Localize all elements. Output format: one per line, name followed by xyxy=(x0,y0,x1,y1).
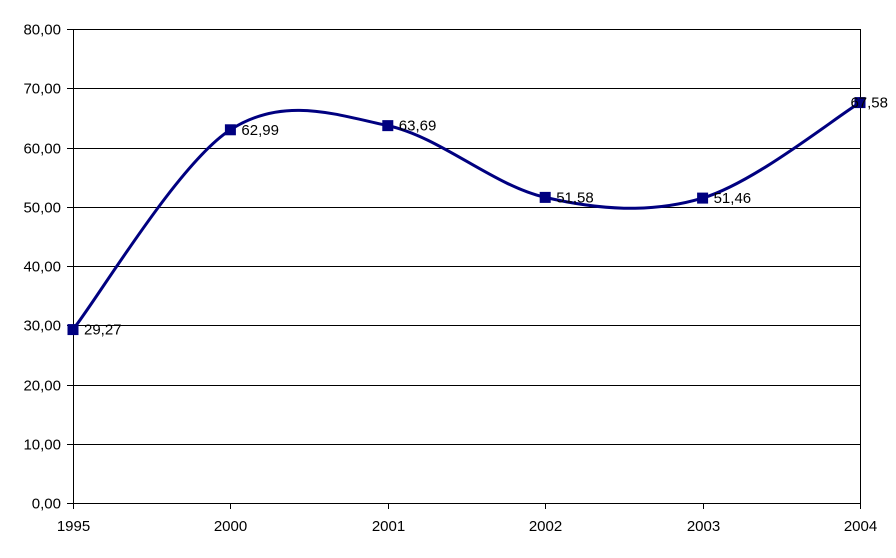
y-tick-label: 60,00 xyxy=(23,141,61,158)
x-tick-labels: 1995 2000 2001 2002 2003 2004 xyxy=(57,518,877,535)
data-point-marker xyxy=(224,124,236,136)
y-tick-label: 40,00 xyxy=(23,259,61,276)
data-label: 29,27 xyxy=(84,322,122,339)
y-tick-labels: 0,00 10,00 20,00 30,00 40,00 50,00 60,00 70,00 8… xyxy=(23,22,61,513)
x-tick-label: 2003 xyxy=(687,518,720,535)
y-tick-label: 10,00 xyxy=(23,437,61,454)
series-line xyxy=(71,101,862,332)
data-label: 51,58 xyxy=(556,189,594,206)
data-point-marker xyxy=(539,191,551,203)
data-label: 67,58 xyxy=(850,95,888,112)
y-tick-label: 50,00 xyxy=(23,200,61,217)
data-point-marker xyxy=(67,324,79,336)
data-label: 62,99 xyxy=(241,122,279,139)
gridlines xyxy=(73,29,860,445)
series xyxy=(67,97,866,336)
y-tick-label: 20,00 xyxy=(23,378,61,395)
data-labels: 29,27 62,99 63,69 51,58 51,46 67,58 xyxy=(84,95,888,339)
x-tick-label: 1995 xyxy=(57,518,90,535)
x-tick-label: 2002 xyxy=(529,518,562,535)
axes xyxy=(67,29,861,509)
y-tick-label: 70,00 xyxy=(23,81,61,98)
y-tick-label: 0,00 xyxy=(32,496,61,513)
x-tick-label: 2000 xyxy=(214,518,247,535)
x-tick-label: 2004 xyxy=(844,518,877,535)
data-point-marker xyxy=(697,192,709,204)
data-point-marker xyxy=(854,97,866,109)
y-tick-label: 30,00 xyxy=(23,318,61,335)
x-tick-label: 2001 xyxy=(372,518,405,535)
data-point-marker xyxy=(382,120,394,132)
data-label: 63,69 xyxy=(399,118,437,135)
data-label: 51,46 xyxy=(714,190,752,207)
y-tick-label: 80,00 xyxy=(23,22,61,39)
